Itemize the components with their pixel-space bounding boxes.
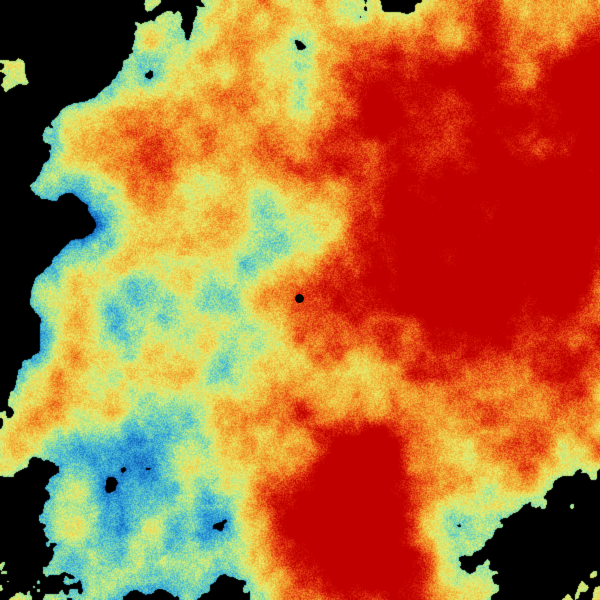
radar-site-marker — [295, 294, 304, 303]
